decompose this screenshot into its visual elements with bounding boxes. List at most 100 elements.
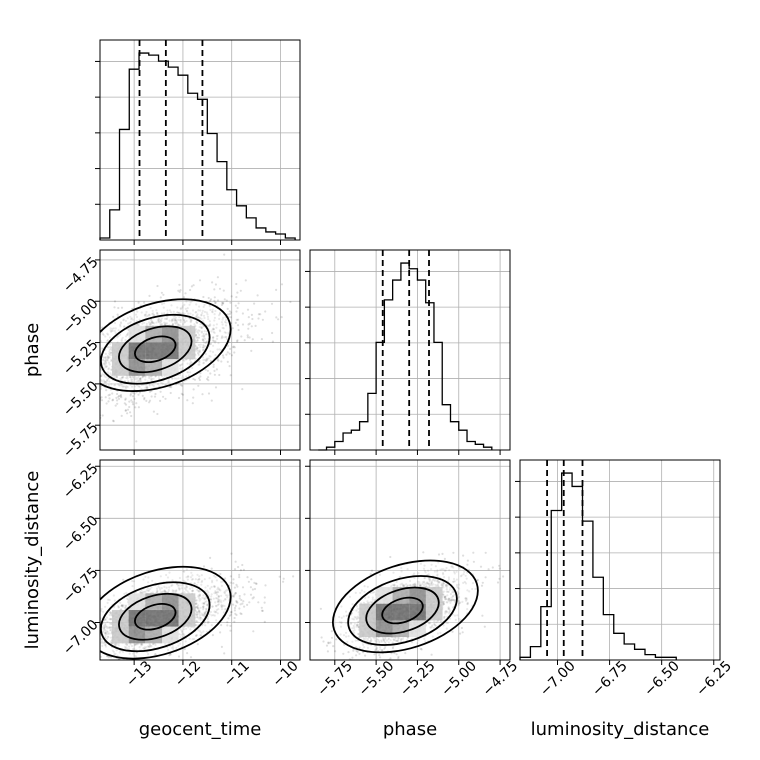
scatter-point [233, 568, 237, 571]
scatter-point [65, 350, 67, 352]
scatter-point [221, 326, 224, 329]
scatter-point [163, 321, 166, 324]
scatter-point [180, 392, 183, 395]
scatter-point [122, 376, 125, 379]
contour-line [100, 313, 211, 385]
scatter-point [221, 302, 225, 305]
scatter-points [319, 551, 505, 660]
scatter-point [212, 597, 215, 600]
scatter-point [202, 565, 206, 568]
scatter-point [81, 334, 83, 336]
scatter-point [97, 359, 99, 361]
scatter-point [263, 620, 266, 624]
scatter-point [110, 341, 113, 344]
scatter-point [196, 347, 199, 350]
scatter-point [229, 624, 232, 628]
scatter-point [280, 283, 284, 286]
scatter-point [198, 279, 202, 282]
scatter-point [97, 652, 99, 654]
scatter-point [117, 306, 120, 310]
scatter-point [207, 376, 210, 379]
scatter-point [120, 414, 123, 417]
scatter-point [116, 399, 119, 402]
scatter-point [226, 351, 229, 354]
scatter-point [196, 606, 199, 609]
scatter-point [201, 596, 204, 599]
scatter-point [117, 335, 120, 338]
scatter-point [148, 321, 151, 324]
scatter-point [181, 306, 184, 309]
scatter-point [119, 321, 123, 324]
scatter-point [213, 296, 216, 299]
scatter-point [125, 591, 128, 595]
scatter-point [201, 393, 204, 396]
scatter-point [249, 593, 253, 596]
scatter-point [342, 652, 345, 655]
scatter-point [118, 384, 122, 387]
scatter-point [215, 335, 218, 338]
scatter-point [166, 309, 169, 312]
scatter-point [129, 411, 132, 414]
scatter-point [156, 412, 159, 416]
scatter-point [203, 330, 206, 333]
scatter-point [83, 652, 85, 654]
scatter-point [156, 311, 159, 314]
scatter-point [79, 651, 81, 653]
scatter-point [104, 352, 107, 355]
scatter-point [160, 319, 163, 322]
scatter-point [124, 339, 127, 342]
scatter-point [145, 315, 148, 318]
scatter-point [249, 586, 252, 589]
scatter-point [66, 635, 68, 637]
scatter-point [52, 420, 54, 422]
scatter-point [133, 385, 136, 388]
scatter-point [218, 348, 221, 351]
scatter-point [143, 301, 146, 304]
scatter-point [222, 356, 225, 359]
scatter-point [102, 627, 105, 630]
scatter-point [140, 380, 143, 383]
scatter-point [168, 309, 172, 312]
scatter-point [178, 576, 181, 580]
scatter-point [246, 334, 249, 337]
scatter-point [131, 391, 134, 394]
scatter-point [214, 301, 217, 304]
scatter-point [241, 602, 244, 605]
scatter-point [235, 310, 238, 313]
scatter-point [466, 563, 469, 566]
scatter-point [275, 288, 278, 291]
scatter-point [152, 384, 155, 387]
scatter-point [199, 343, 202, 346]
scatter-point [104, 361, 108, 364]
scatter-point [223, 331, 226, 334]
scatter-point [124, 409, 127, 412]
scatter-point [129, 375, 132, 378]
scatter-point [237, 302, 240, 305]
scatter-point [226, 307, 229, 310]
scatter-point [183, 303, 186, 306]
scatter-point [110, 368, 113, 371]
scatter-point [109, 351, 113, 354]
scatter-point [221, 301, 224, 304]
scatter-point [89, 360, 91, 362]
scatter-point [236, 306, 239, 310]
scatter-point [211, 281, 214, 284]
scatter-point [164, 322, 167, 325]
scatter-point [178, 587, 181, 591]
scatter-point [207, 318, 210, 321]
scatter-point [104, 356, 107, 359]
scatter-point [114, 664, 116, 666]
scatter-point [122, 578, 125, 581]
scatter-point [132, 376, 135, 379]
scatter-point [124, 605, 127, 608]
scatter-point [236, 340, 239, 343]
scatter-point [115, 376, 118, 379]
scatter-point [193, 323, 196, 326]
scatter-point [201, 338, 204, 341]
scatter-point [292, 575, 295, 578]
scatter-point [177, 586, 180, 590]
scatter-point [62, 662, 64, 664]
scatter-point [143, 313, 147, 316]
scatter-point [250, 349, 253, 352]
scatter-point [213, 331, 216, 334]
